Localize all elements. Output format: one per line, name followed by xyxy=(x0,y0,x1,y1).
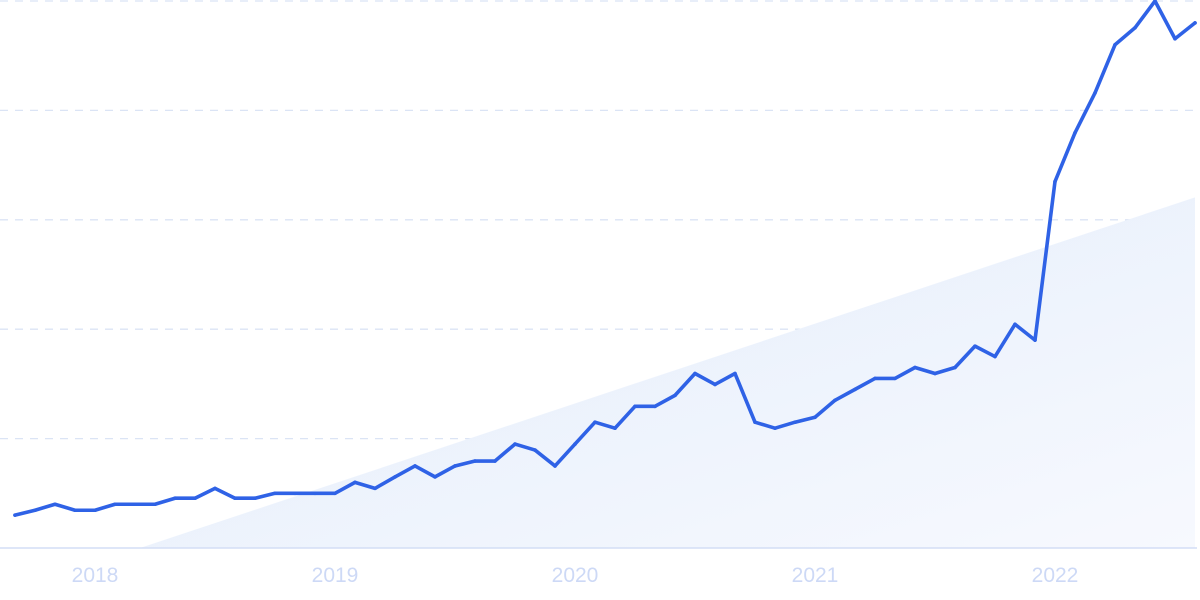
data-point xyxy=(533,448,537,452)
data-point xyxy=(193,496,197,501)
trend-area xyxy=(140,197,1195,549)
x-tick-label: 2018 xyxy=(72,564,119,587)
data-point xyxy=(513,442,517,446)
data-point xyxy=(953,365,957,370)
data-point xyxy=(153,502,157,507)
x-tick-label: 2019 xyxy=(312,564,359,587)
data-point xyxy=(333,491,337,496)
x-tick-label: 2022 xyxy=(1032,564,1079,587)
data-point xyxy=(1093,91,1097,95)
data-point xyxy=(13,513,17,517)
data-point xyxy=(1113,42,1117,47)
data-point xyxy=(673,393,677,398)
data-point xyxy=(1153,0,1157,3)
data-point xyxy=(753,420,757,424)
data-point xyxy=(853,387,857,392)
data-point xyxy=(833,398,837,403)
data-point xyxy=(713,382,717,387)
data-point xyxy=(933,371,937,376)
data-point xyxy=(693,371,697,376)
data-point xyxy=(993,354,997,359)
data-point xyxy=(1053,179,1057,184)
data-point xyxy=(293,491,297,496)
x-tick-label: 2020 xyxy=(552,564,599,587)
data-point xyxy=(1133,26,1137,30)
data-point xyxy=(213,486,217,491)
data-point xyxy=(813,415,817,420)
data-point xyxy=(93,508,97,513)
data-point xyxy=(653,404,657,409)
data-point xyxy=(793,420,797,424)
data-point xyxy=(913,365,917,370)
data-point xyxy=(73,508,77,513)
data-point xyxy=(873,376,877,381)
data-point xyxy=(893,376,897,381)
data-point xyxy=(233,496,237,501)
data-point xyxy=(613,426,617,431)
data-point xyxy=(593,420,597,424)
data-point xyxy=(1013,322,1017,327)
data-point xyxy=(573,442,577,446)
data-point xyxy=(173,496,177,501)
data-point xyxy=(1173,36,1177,41)
data-point xyxy=(473,459,477,463)
data-point xyxy=(1073,131,1077,135)
data-point xyxy=(1033,338,1037,342)
data-point xyxy=(53,502,57,507)
data-point xyxy=(133,502,137,507)
data-point xyxy=(433,475,437,479)
data-point xyxy=(633,404,637,409)
data-point xyxy=(733,371,737,376)
data-point xyxy=(273,491,277,496)
data-point xyxy=(553,464,557,468)
data-point xyxy=(773,426,777,431)
series-line xyxy=(13,0,1197,517)
data-point xyxy=(973,344,977,348)
data-point xyxy=(393,475,397,479)
data-point xyxy=(1193,21,1197,25)
data-point xyxy=(413,464,417,468)
data-point xyxy=(493,459,497,463)
data-point xyxy=(313,491,317,496)
data-point xyxy=(113,502,117,507)
data-point xyxy=(33,508,37,513)
data-point xyxy=(253,496,257,501)
data-point xyxy=(373,486,377,491)
data-point xyxy=(353,480,357,485)
data-point xyxy=(453,464,457,468)
x-tick-label: 2021 xyxy=(792,564,839,587)
